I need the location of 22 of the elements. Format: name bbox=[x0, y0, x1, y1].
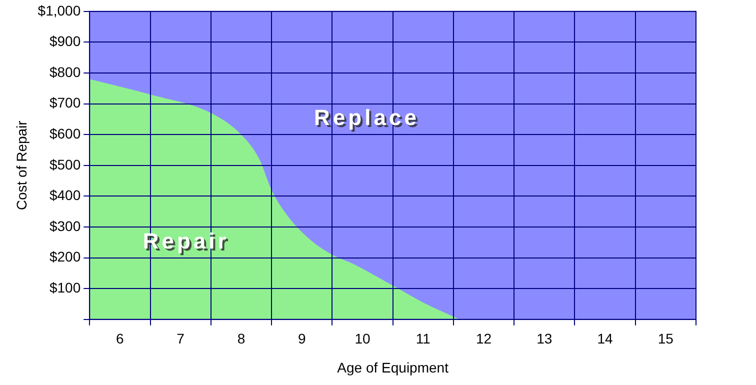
x-tick-label: 6 bbox=[116, 330, 124, 347]
x-axis-title: Age of Equipment bbox=[337, 359, 449, 376]
y-tick-label: $900 bbox=[49, 33, 81, 50]
y-tick-label: $800 bbox=[49, 64, 81, 80]
x-tick-label: 11 bbox=[416, 330, 431, 347]
y-axis-title: Cost of Repair bbox=[13, 120, 30, 210]
x-tick-label: 9 bbox=[298, 330, 306, 347]
y-tick-label: $100 bbox=[49, 279, 81, 296]
x-tick-label: 14 bbox=[597, 330, 614, 347]
y-tick-label: $1,000 bbox=[38, 2, 81, 18]
x-tick-label: 13 bbox=[536, 330, 552, 347]
y-tick-label: $600 bbox=[49, 125, 81, 142]
x-tick-label: 8 bbox=[237, 330, 246, 347]
y-tick-label: $700 bbox=[49, 94, 81, 111]
y-tick-label: $300 bbox=[49, 218, 81, 234]
y-tick-label: $200 bbox=[49, 248, 81, 265]
y-tick-label: $500 bbox=[49, 156, 81, 172]
x-tick-label: 10 bbox=[354, 330, 370, 347]
y-tick-label: $400 bbox=[49, 187, 81, 204]
x-tick-label: 15 bbox=[658, 330, 674, 347]
x-tick-label: 7 bbox=[176, 330, 185, 347]
x-tick-label: 12 bbox=[476, 330, 492, 347]
